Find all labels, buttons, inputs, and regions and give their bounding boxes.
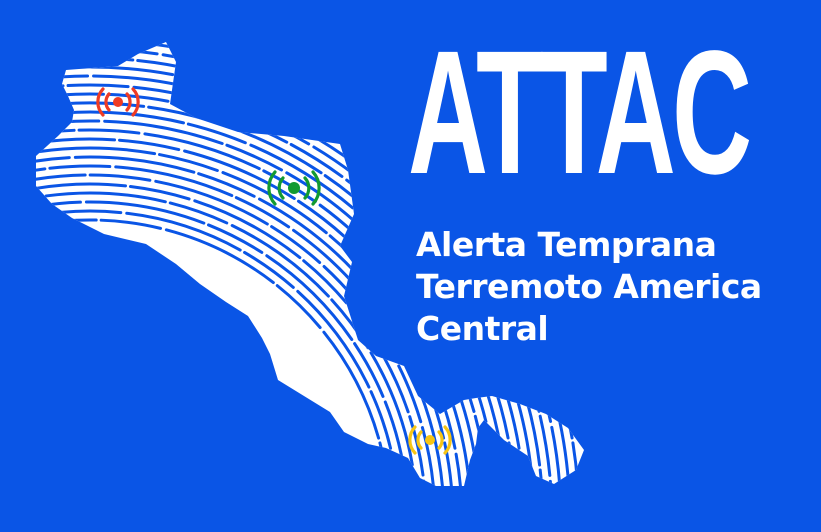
logo-subtitle: Alerta Temprana Terremoto America Centra… — [416, 224, 806, 350]
wave-line — [36, 209, 401, 486]
wave-line — [36, 182, 428, 486]
wave-line — [36, 164, 446, 486]
subtitle-line-3: Central — [416, 309, 549, 348]
land-shape — [36, 42, 584, 486]
broadcast-signal-icon-north — [96, 87, 140, 117]
wave-line — [36, 200, 410, 486]
broadcast-signal-icon-center — [267, 170, 321, 206]
wave-line — [36, 191, 419, 486]
wave-line — [36, 110, 500, 486]
wave-line — [36, 137, 473, 486]
wave-line — [36, 155, 455, 486]
broadcast-signal-icon-south — [408, 425, 452, 455]
subtitle-line-2: Terremoto America — [416, 267, 762, 306]
subtitle-line-1: Alerta Temprana — [416, 225, 717, 264]
wave-line — [36, 173, 437, 486]
wave-line — [36, 146, 464, 486]
logo-title: ATTAC — [408, 15, 752, 211]
